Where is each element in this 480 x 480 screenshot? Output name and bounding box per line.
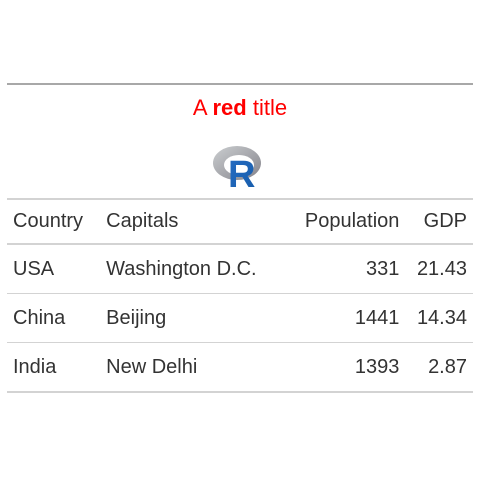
table-row: USA Washington D.C. 331 21.43 — [7, 244, 473, 294]
column-header-capitals: Capitals — [100, 200, 279, 245]
title-bold-word: red — [212, 95, 247, 120]
cell-gdp: 14.34 — [405, 293, 473, 343]
table-row: China Beijing 1441 14.34 — [7, 293, 473, 343]
table-row: India New Delhi 1393 2.87 — [7, 342, 473, 393]
cell-population: 1393 — [278, 342, 406, 393]
cell-gdp: 2.87 — [405, 342, 473, 393]
header-row: Country Capitals Population GDP — [7, 200, 473, 245]
title-suffix: title — [246, 95, 288, 120]
cell-country: China — [7, 293, 101, 343]
cell-country: USA — [7, 244, 101, 294]
table-container: A red title R Country Capitals — [7, 83, 473, 393]
title-prefix: A — [192, 95, 213, 120]
cell-country: India — [7, 342, 101, 393]
cell-population: 331 — [278, 244, 406, 294]
top-rule — [7, 83, 473, 85]
cell-capital: Beijing — [100, 293, 279, 343]
cell-capital: New Delhi — [100, 342, 279, 393]
column-header-gdp: GDP — [405, 200, 473, 245]
cell-population: 1441 — [278, 293, 406, 343]
table-title: A red title — [7, 96, 473, 120]
data-table: Country Capitals Population GDP USA Wash… — [7, 200, 473, 393]
cell-capital: Washington D.C. — [100, 244, 279, 294]
column-header-population: Population — [278, 200, 406, 245]
cell-gdp: 21.43 — [405, 244, 473, 294]
r-logo-letter: R — [228, 154, 255, 189]
column-header-country: Country — [7, 200, 101, 245]
logo-row: R — [7, 143, 473, 191]
heading-rule — [7, 198, 473, 200]
r-logo-icon: R — [213, 146, 261, 189]
